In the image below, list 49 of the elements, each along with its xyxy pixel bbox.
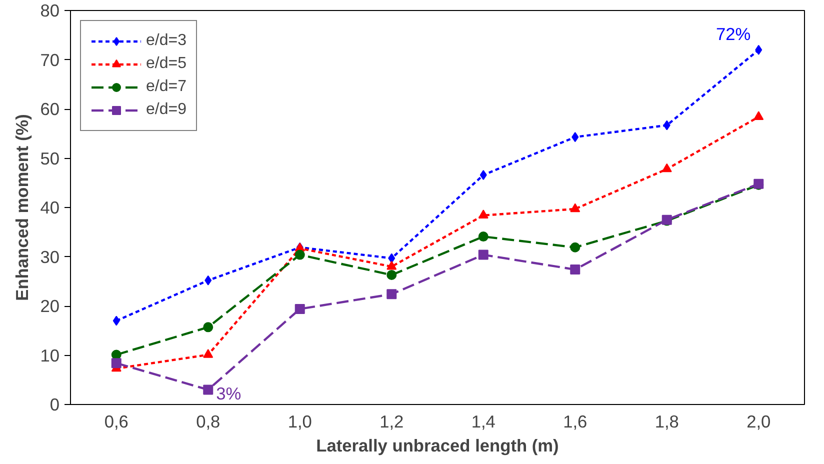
point bbox=[570, 264, 580, 275]
y-tick-label: 70 bbox=[40, 50, 60, 70]
y-tick-label: 0 bbox=[50, 394, 60, 414]
legend-label: e/d=3 bbox=[146, 32, 186, 50]
point bbox=[203, 384, 214, 395]
y-tick-label: 10 bbox=[40, 345, 60, 366]
point bbox=[112, 316, 120, 326]
point bbox=[572, 132, 579, 142]
point bbox=[480, 170, 487, 180]
point bbox=[478, 250, 488, 260]
x-tick-label: 1,8 bbox=[654, 412, 679, 432]
y-tick-label: 30 bbox=[40, 246, 60, 267]
y-tick-label: 50 bbox=[40, 148, 60, 168]
point bbox=[203, 322, 214, 332]
legend-label: e/d=7 bbox=[146, 78, 186, 96]
legend-label: e/d=9 bbox=[146, 101, 186, 119]
annotation: 3% bbox=[216, 384, 242, 404]
point bbox=[478, 210, 488, 218]
point bbox=[294, 304, 305, 314]
point bbox=[478, 232, 488, 242]
point bbox=[570, 203, 580, 212]
point bbox=[386, 289, 397, 300]
x-tick-label: 1,4 bbox=[471, 412, 496, 432]
y-tick-label: 40 bbox=[40, 198, 60, 218]
point bbox=[204, 275, 212, 286]
point bbox=[203, 349, 214, 358]
x-axis-title: Laterally unbraced length (m) bbox=[316, 436, 559, 456]
annotation: 72% bbox=[716, 24, 751, 44]
x-tick-label: 1,2 bbox=[380, 412, 404, 432]
point bbox=[386, 260, 397, 270]
point bbox=[662, 163, 672, 172]
point bbox=[388, 253, 396, 264]
point bbox=[754, 111, 764, 120]
y-tick-label: 20 bbox=[40, 296, 60, 316]
y-tick-label: 80 bbox=[40, 0, 60, 20]
point bbox=[663, 120, 670, 130]
y-axis-title: Enhanced moment (%) bbox=[12, 114, 32, 301]
point bbox=[386, 270, 397, 280]
x-tick-label: 1,0 bbox=[288, 412, 312, 432]
x-tick-label: 0,6 bbox=[104, 412, 128, 432]
point bbox=[570, 242, 580, 252]
x-tick-label: 0,8 bbox=[196, 412, 220, 432]
point bbox=[111, 358, 122, 368]
x-tick-label: 1,6 bbox=[563, 412, 588, 432]
point bbox=[755, 44, 762, 55]
legend-label: e/d=5 bbox=[146, 55, 186, 73]
point bbox=[294, 250, 305, 260]
x-tick-label: 2,0 bbox=[746, 412, 771, 432]
y-tick-label: 60 bbox=[40, 99, 60, 119]
